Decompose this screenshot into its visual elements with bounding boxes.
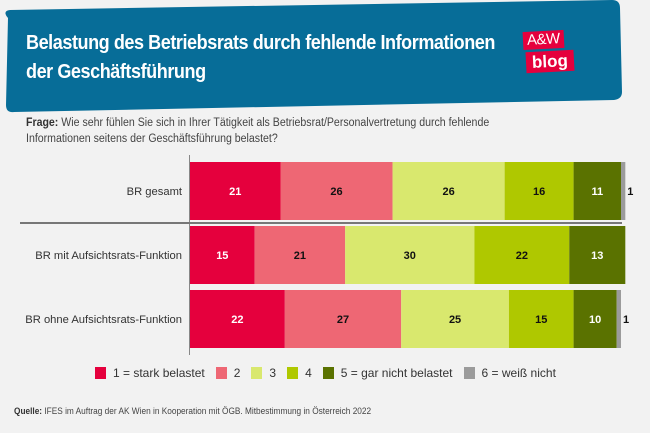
question-label: Frage: (26, 117, 59, 129)
bar-segment (616, 290, 621, 348)
header-banner: Belastung des Betriebsrats durch fehlend… (0, 0, 650, 115)
legend-item: 3 (251, 366, 276, 380)
logo-aw: A&W (522, 29, 565, 51)
bar-value-label: 22 (516, 250, 528, 262)
bar-segment (401, 290, 509, 348)
banner-shape (5, 0, 622, 113)
bar-segment (284, 290, 402, 348)
legend-swatch (287, 367, 299, 379)
legend-label: 4 (305, 366, 312, 380)
legend-item: 2 (215, 366, 241, 380)
source-label: Quelle: (14, 406, 43, 416)
bar-segment (280, 162, 393, 220)
bar-segment (345, 226, 475, 284)
bar-value-label: 30 (404, 250, 416, 262)
legend-label: 6 = weiß nicht (481, 366, 556, 380)
bar-segment (474, 226, 570, 284)
legend-swatch (95, 367, 106, 379)
bar-segment (392, 162, 505, 220)
bar-value-label: 1 (623, 314, 629, 326)
bar-value-label: 22 (231, 314, 243, 326)
question-text-1: Wie sehr fühlen Sie sich in Ihrer Tätigk… (58, 117, 490, 129)
legend-item: 4 (287, 366, 312, 380)
category-label: BR ohne Aufsichtsrats-Funktion (25, 314, 182, 326)
bar-segment (190, 226, 255, 284)
question-text-2: Informationen seitens der Geschäftsführu… (26, 133, 278, 145)
legend-label: 5 = gar nicht belastet (340, 366, 453, 380)
legend-swatch (251, 367, 263, 379)
bar-segment (508, 290, 574, 348)
bar-segment (573, 290, 617, 348)
source-note: Quelle: IFES im Auftrag der AK Wien in K… (14, 406, 371, 416)
bar-value-label: 10 (589, 314, 601, 326)
category-label: BR gesamt (127, 186, 183, 198)
chart-title: Belastung des Betriebsrats durch fehlend… (26, 28, 495, 86)
bar-value-label: 21 (229, 186, 241, 198)
legend-label: 3 (269, 366, 277, 380)
bar-value-label: 11 (591, 186, 603, 198)
bar-value-label: 16 (533, 186, 545, 198)
bar-value-label: 1 (627, 186, 633, 198)
legend-swatch (322, 367, 334, 379)
bar-segment (621, 162, 626, 220)
bar-value-label: 21 (294, 250, 306, 262)
bar-segment (254, 226, 346, 284)
bar-value-label: 26 (442, 186, 454, 198)
bar-value-label: 15 (216, 250, 228, 262)
bar-value-label: 27 (337, 314, 349, 326)
legend-swatch (463, 367, 475, 379)
title-line-1: Belastung des Betriebsrats durch fehlend… (26, 31, 495, 54)
source-text: IFES im Auftrag der AK Wien in Kooperati… (42, 406, 372, 416)
bar-segment (190, 290, 285, 348)
bar-segment (569, 226, 626, 284)
bar-segment (573, 162, 621, 220)
bar-value-label: 15 (535, 314, 547, 326)
title-line-2: der Geschäftsführung (26, 60, 206, 83)
survey-question: Frage: Wie sehr fühlen Sie sich in Ihrer… (26, 115, 541, 147)
legend-item: 6 = weiß nicht (463, 366, 556, 380)
legend-label: 1 = stark belastet (113, 366, 205, 380)
category-label: BR mit Aufsichtsrats-Funktion (35, 250, 182, 262)
legend-swatch (215, 367, 227, 379)
logo-blog: blog (525, 49, 575, 74)
bar-segment (504, 162, 574, 220)
bar-value-label: 26 (330, 186, 342, 198)
legend-item: 1 = stark belastet (95, 366, 205, 380)
legend-item: 5 = gar nicht belastet (322, 366, 453, 380)
bar-segment (190, 162, 281, 220)
bar-value-label: 25 (449, 314, 461, 326)
stacked-bar-chart: BR gesamt 21 26 26 16 11 1BR mit Aufsichtsrats… (20, 155, 633, 355)
bar-value-label: 13 (591, 250, 603, 262)
legend-label: 2 (233, 366, 241, 380)
legend: 1 = stark belastet 2 3 4 5 = gar nicht belas… (95, 366, 567, 380)
